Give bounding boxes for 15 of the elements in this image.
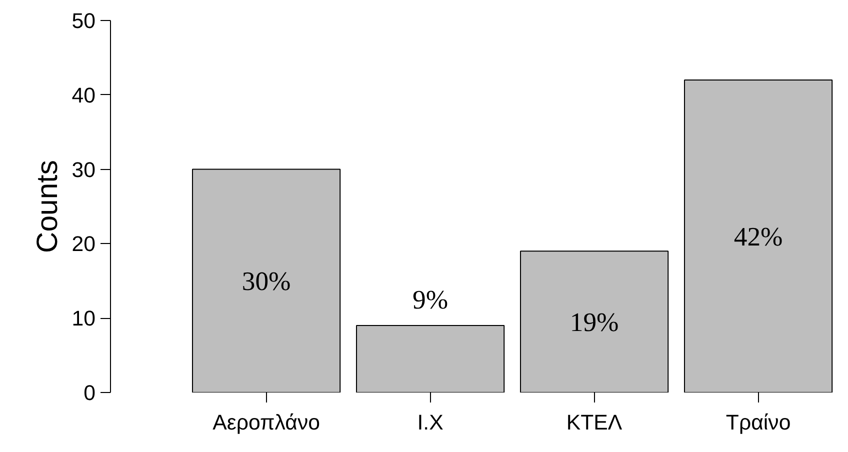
data-label: 42%: [734, 221, 783, 252]
y-tick-label: 0: [84, 381, 96, 405]
y-tick-label: 30: [72, 158, 96, 182]
x-tick-label: Αεροπλάνο: [212, 410, 320, 434]
data-label: 30%: [242, 266, 291, 296]
data-label: 9%: [412, 284, 448, 314]
data-label: 19%: [570, 306, 619, 337]
y-tick-label: 50: [72, 9, 96, 33]
y-tick-label: 20: [72, 232, 96, 256]
x-tick-label: Ι.Χ: [417, 410, 444, 434]
y-axis-title: Counts: [30, 160, 64, 253]
x-tick-label: Τραίνο: [726, 410, 791, 434]
x-tick-label: ΚΤΕΛ: [566, 410, 623, 434]
y-tick-label: 10: [72, 306, 96, 331]
y-tick-label: 40: [72, 83, 96, 108]
